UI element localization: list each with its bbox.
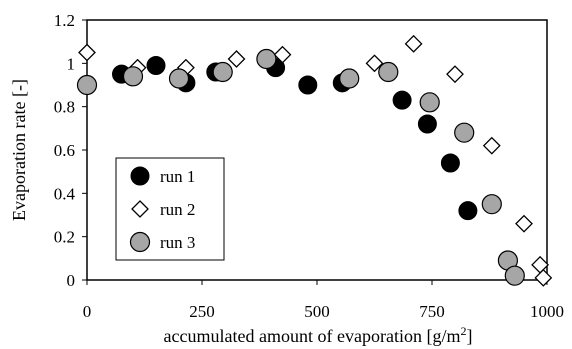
data-point-filled-circle [298,75,318,95]
data-point-open-diamond [531,255,550,274]
data-point-filled-circle [458,201,478,221]
legend-label: run 3 [160,233,195,252]
data-point-filled-circle [417,114,437,134]
data-point-open-diamond [365,54,384,73]
data-point-open-diamond [404,34,423,53]
y-axis-title: Evaporation rate [-] [9,79,29,221]
legend-label: run 2 [160,200,195,219]
series-3 [76,48,525,286]
x-tick-label: 750 [419,302,445,321]
data-point-gray-circle [122,66,144,87]
x-axis-title: accumulated amount of evaporation [g/m2] [164,324,473,346]
data-point-gray-circle [481,194,502,215]
legend: run 1 run 2 run 3 [115,157,225,261]
data-point-gray-circle [76,74,98,96]
data-point-gray-circle [378,61,399,83]
y-tick-label: 1.2 [54,11,75,30]
data-point-gray-circle [339,68,360,89]
data-point-open-diamond [227,50,246,68]
legend-marker-filled-circle [130,166,150,186]
data-point-open-diamond [273,45,292,64]
data-point-open-diamond [515,214,533,233]
y-tick-label: 0 [67,271,76,290]
data-point-filled-circle [392,90,412,110]
y-tick-label: 0.6 [54,141,75,160]
x-axis-ticks: 0 250 500 750 1000 [83,280,564,321]
data-point-open-diamond [482,136,501,155]
x-tick-label: 0 [83,302,92,321]
data-point-gray-circle [454,122,475,143]
data-point-gray-circle [168,68,190,89]
y-axis-ticks: 0 0.2 0.4 0.6 0.8 1 1.2 [54,11,87,290]
y-tick-label: 1 [67,54,76,73]
data-point-gray-circle [504,265,525,286]
data-point-filled-circle [440,153,460,173]
data-point-gray-circle [212,61,233,83]
x-tick-label: 1000 [530,302,564,321]
y-tick-label: 0.4 [54,184,76,203]
y-tick-label: 0.8 [54,98,75,117]
y-tick-label: 0.2 [54,228,75,247]
data-point-filled-circle [146,56,166,75]
data-point-open-diamond [78,43,96,62]
data-point-gray-circle [419,92,440,113]
data-point-gray-circle [256,48,277,70]
legend-marker-gray-circle [129,231,151,253]
x-tick-label: 250 [189,302,215,321]
data-point-open-diamond [446,65,464,84]
legend-label: run 1 [160,167,195,186]
data-points [76,34,553,287]
data-point-open-diamond [534,268,553,287]
legend-marker-open-diamond [131,200,149,218]
x-tick-label: 500 [304,302,330,321]
